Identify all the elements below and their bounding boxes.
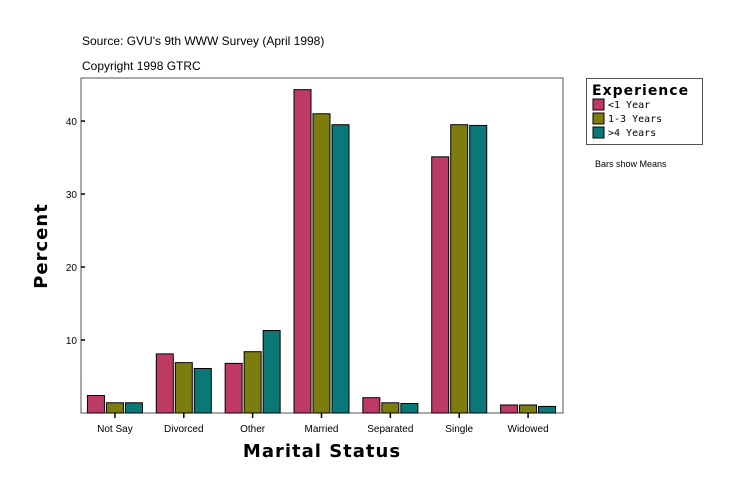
bar	[193, 367, 212, 414]
bar	[450, 124, 469, 414]
bar	[500, 404, 519, 414]
x-tick-label: Not Say	[97, 424, 133, 435]
x-tick-label: Married	[305, 424, 339, 435]
bar	[400, 403, 419, 414]
bar	[519, 404, 538, 414]
bars-note: Bars show Means	[595, 159, 667, 169]
legend-label: >4 Years	[608, 128, 656, 139]
y-tick-label: 10	[66, 336, 78, 347]
legend-swatch	[592, 98, 605, 111]
legend-box	[586, 78, 703, 145]
legend-swatch	[592, 126, 605, 139]
bar	[124, 402, 143, 414]
bar	[155, 353, 174, 414]
bar	[224, 362, 243, 414]
source-text: Source: GVU's 9th WWW Survey (April 1998…	[82, 34, 324, 48]
legend-swatch	[592, 112, 605, 125]
x-tick-label: Single	[445, 424, 473, 435]
copyright-text: Copyright 1998 GTRC	[82, 59, 201, 73]
legend-label: 1-3 Years	[608, 114, 662, 125]
bar	[469, 124, 488, 414]
bar	[86, 394, 105, 414]
y-tick-label: 30	[66, 190, 78, 201]
y-axis-title: Percent	[31, 203, 52, 289]
bar	[312, 113, 331, 414]
legend-label: <1 Year	[608, 100, 650, 111]
x-tick-label: Separated	[367, 424, 413, 435]
y-tick-label: 40	[66, 117, 78, 128]
bar	[262, 330, 281, 414]
bar	[538, 405, 557, 414]
bar	[431, 156, 450, 414]
x-tick-label: Other	[240, 424, 266, 435]
bar	[105, 402, 124, 414]
bar	[243, 351, 262, 414]
legend-title: Experience	[592, 83, 689, 99]
bar	[331, 124, 350, 414]
bar	[174, 362, 193, 414]
y-tick-label: 20	[66, 263, 78, 274]
bar	[362, 397, 381, 414]
legend: Experience <1 Year 1-3 Years >4 Years	[586, 78, 703, 145]
x-tick-label: Divorced	[164, 424, 203, 435]
bar	[381, 402, 400, 414]
x-tick-label: Widowed	[508, 424, 549, 435]
bar	[293, 89, 312, 414]
x-axis-title: Marital Status	[243, 441, 401, 462]
